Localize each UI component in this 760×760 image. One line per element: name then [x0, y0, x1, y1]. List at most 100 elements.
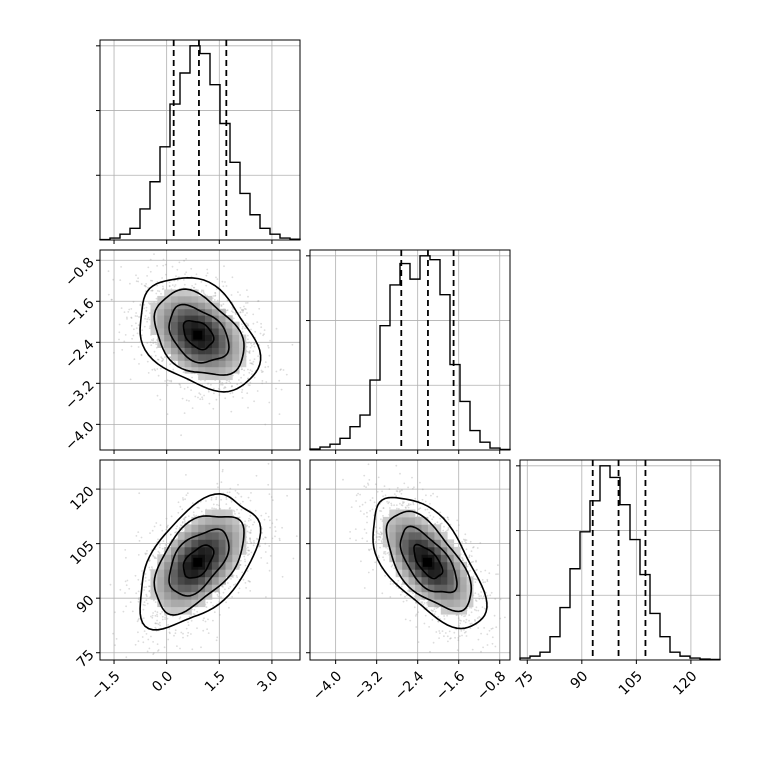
density-cell: [205, 315, 213, 323]
scatter-point: [278, 413, 281, 415]
scatter-point: [248, 580, 251, 583]
scatter-point: [224, 397, 227, 400]
density-cell: [177, 289, 185, 297]
scatter-point: [157, 550, 160, 553]
scatter-point: [249, 514, 252, 517]
scatter-point: [229, 382, 232, 384]
scatter-point: [157, 358, 160, 361]
scatter-point: [441, 630, 444, 632]
scatter-point: [232, 311, 234, 314]
scatter-point: [271, 537, 274, 540]
density-cell: [198, 354, 206, 361]
scatter-point: [463, 631, 466, 634]
scatter-point: [241, 388, 244, 391]
scatter-point: [393, 493, 396, 495]
scatter-point: [137, 618, 140, 621]
scatter-point: [488, 572, 491, 575]
scatter-point: [428, 511, 431, 514]
scatter-point: [401, 590, 403, 593]
scatter-point: [263, 333, 265, 335]
scatter-point: [413, 486, 415, 489]
scatter-point: [248, 371, 251, 374]
scatter-point: [184, 516, 187, 519]
density-cell: [205, 354, 213, 361]
scatter-point: [475, 569, 477, 572]
scatter-point: [202, 289, 205, 292]
density-cell: [191, 366, 199, 374]
scatter-point: [151, 289, 154, 292]
scatter-point: [261, 380, 264, 382]
scatter-point: [433, 613, 436, 616]
scatter-point: [119, 279, 122, 281]
scatter-point: [250, 542, 252, 545]
scatter-point: [143, 586, 146, 589]
scatter-point: [250, 345, 253, 347]
scatter-point: [386, 552, 389, 555]
scatter-point: [221, 382, 224, 384]
scatter-point: [474, 620, 476, 622]
scatter-point: [225, 498, 228, 501]
scatter-point: [366, 521, 368, 524]
scatter-point: [393, 504, 395, 507]
scatter-point: [261, 371, 263, 373]
scatter-point: [138, 316, 140, 318]
scatter-point: [409, 619, 412, 622]
scatter-point: [218, 504, 220, 507]
scatter-point: [406, 504, 409, 507]
scatter-point: [114, 611, 116, 614]
scatter-point: [238, 379, 240, 381]
scatter-point: [146, 318, 149, 321]
scatter-point: [425, 494, 427, 497]
density-cell: [232, 347, 240, 355]
scatter-point: [190, 267, 193, 270]
scatter-point: [145, 593, 148, 596]
scatter-point: [169, 632, 171, 635]
scatter-point: [237, 291, 239, 293]
scatter-point: [225, 503, 228, 505]
scatter-point: [246, 530, 249, 533]
scatter-point: [475, 559, 477, 562]
scatter-point: [486, 578, 489, 581]
scatter-point: [421, 498, 424, 501]
scatter-point: [458, 635, 461, 638]
density-cell: [157, 334, 165, 342]
scatter-point: [211, 507, 214, 509]
scatter-point: [363, 587, 366, 589]
scatter-point: [231, 385, 233, 388]
scatter-point: [159, 624, 162, 627]
scatter-point: [149, 303, 151, 305]
scatter-point: [248, 526, 251, 528]
scatter-point: [120, 307, 123, 309]
scatter-point: [381, 490, 383, 493]
scatter-point: [455, 529, 458, 532]
density-cell: [211, 366, 220, 374]
scatter-point: [407, 504, 410, 507]
scatter-point: [147, 372, 150, 374]
scatter-point: [267, 365, 270, 368]
scatter-point: [456, 649, 459, 652]
density-cell: [177, 315, 185, 323]
scatter-point: [156, 611, 159, 614]
scatter-point: [137, 531, 140, 533]
scatter-point: [461, 557, 464, 560]
density-layer: [150, 289, 474, 615]
scatter-point: [249, 539, 252, 541]
scatter-point: [439, 632, 441, 634]
scatter-point: [130, 308, 133, 310]
scatter-point: [430, 494, 432, 497]
scatter-point: [375, 536, 378, 539]
scatter-point: [218, 394, 221, 396]
scatter-point: [471, 648, 474, 651]
scatter-point: [231, 596, 234, 598]
scatter-point: [247, 342, 249, 344]
scatter-point: [488, 629, 491, 632]
scatter-point: [183, 518, 186, 521]
scatter-point: [128, 587, 131, 590]
scatter-point: [389, 596, 392, 598]
scatter-point: [222, 303, 225, 305]
scatter-point: [113, 351, 115, 354]
scatter-point: [245, 308, 247, 311]
scatter-point: [477, 593, 480, 596]
scatter-point: [242, 309, 245, 311]
scatter-point: [382, 495, 384, 498]
